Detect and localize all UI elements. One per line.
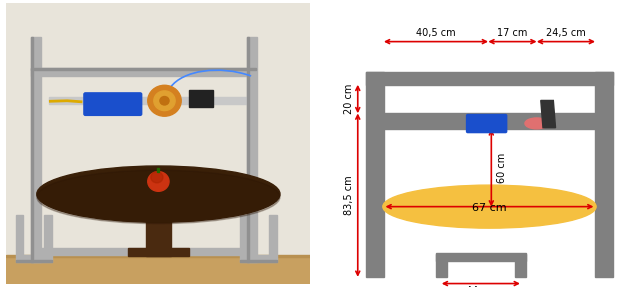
Bar [157,168,159,172]
Text: 83,5 cm: 83,5 cm [344,175,354,215]
Text: 67 cm: 67 cm [472,203,507,213]
Bar [15,260,52,262]
Bar [31,37,33,262]
Bar [366,72,612,85]
Bar [515,254,525,277]
Bar [269,215,277,255]
Text: 17 cm: 17 cm [497,28,527,38]
Bar [40,248,253,255]
Bar [246,37,249,262]
Bar [189,90,213,107]
Bar [384,113,595,129]
Bar [436,254,447,277]
Text: 20 cm: 20 cm [344,84,354,114]
Bar [49,97,246,104]
Bar [6,255,310,257]
Circle shape [151,172,163,183]
Text: 40,5 cm: 40,5 cm [416,28,456,38]
Bar [15,215,23,255]
Ellipse shape [525,118,548,129]
Circle shape [154,91,175,110]
Bar [366,72,384,277]
Bar [31,37,42,262]
Bar [241,255,277,262]
Ellipse shape [37,166,280,222]
Text: 24,5 cm: 24,5 cm [546,28,586,38]
FancyBboxPatch shape [84,93,141,115]
Bar [436,253,525,261]
Bar [15,255,52,262]
Ellipse shape [37,170,280,224]
Bar [241,215,248,255]
Bar [147,194,170,256]
Bar [128,248,189,256]
Text: 44 cm: 44 cm [466,286,496,287]
Bar [6,256,310,284]
Ellipse shape [383,185,596,228]
Bar [241,260,277,262]
Text: 60 cm: 60 cm [497,153,507,183]
Bar [44,215,52,255]
Circle shape [160,96,169,105]
Circle shape [148,172,169,191]
Bar [595,72,612,277]
FancyBboxPatch shape [467,115,507,133]
Polygon shape [541,100,556,128]
Circle shape [148,85,181,116]
Bar [31,68,256,70]
Bar [31,67,256,76]
Bar [246,37,257,262]
